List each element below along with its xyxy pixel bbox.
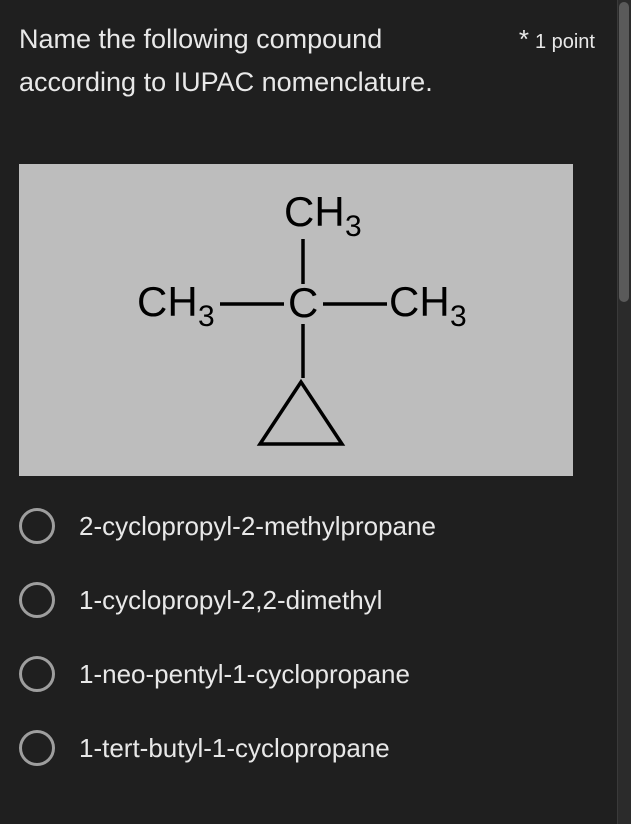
structure-svg: CH 3 CH 3 C CH 3: [19, 164, 573, 476]
ch3-top-sub: 3: [345, 210, 362, 243]
required-marker: *: [519, 24, 529, 55]
ch3-right: CH: [389, 278, 450, 325]
option-label: 1-cyclopropyl-2,2-dimethyl: [79, 585, 382, 616]
radio-icon: [19, 656, 55, 692]
ch3-right-sub: 3: [450, 300, 467, 333]
options-list: 2-cyclopropyl-2-methylpropane 1-cyclopro…: [19, 508, 595, 766]
scrollbar-track[interactable]: [617, 0, 631, 824]
points-label: 1 point: [535, 31, 595, 54]
question-text: Name the following compound according to…: [19, 18, 499, 104]
scrollbar-thumb[interactable]: [619, 2, 629, 302]
radio-icon: [19, 508, 55, 544]
option-1[interactable]: 1-cyclopropyl-2,2-dimethyl: [19, 582, 595, 618]
question-container: Name the following compound according to…: [0, 0, 614, 784]
ch3-left-sub: 3: [198, 300, 215, 333]
question-header: Name the following compound according to…: [19, 18, 595, 104]
radio-icon: [19, 730, 55, 766]
option-label: 1-tert-butyl-1-cyclopropane: [79, 733, 390, 764]
option-label: 2-cyclopropyl-2-methylpropane: [79, 511, 436, 542]
center-c: C: [288, 279, 318, 326]
cyclopropane-triangle: [260, 382, 342, 444]
chemical-structure-image: CH 3 CH 3 C CH 3: [19, 164, 573, 476]
ch3-left: CH: [137, 278, 198, 325]
radio-icon: [19, 582, 55, 618]
option-label: 1-neo-pentyl-1-cyclopropane: [79, 659, 410, 690]
option-2[interactable]: 1-neo-pentyl-1-cyclopropane: [19, 656, 595, 692]
option-0[interactable]: 2-cyclopropyl-2-methylpropane: [19, 508, 595, 544]
option-3[interactable]: 1-tert-butyl-1-cyclopropane: [19, 730, 595, 766]
points-wrapper: * 1 point: [519, 24, 595, 55]
ch3-top: CH: [284, 188, 345, 235]
